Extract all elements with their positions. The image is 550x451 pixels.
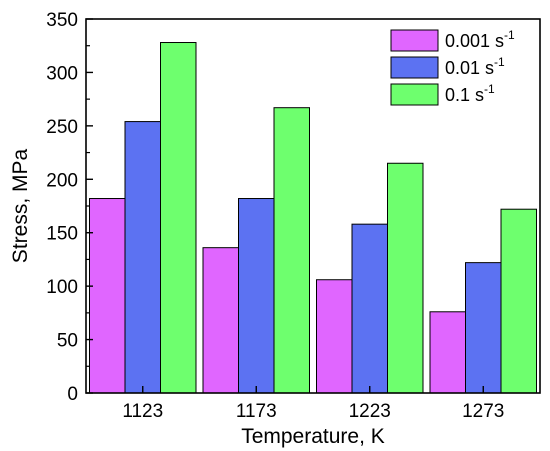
bar-1273-series-2 [500, 208, 537, 394]
bar-1223-series-1 [351, 223, 388, 394]
bar-1123-series-2 [160, 42, 197, 394]
legend-label-1: 0.01 s-1 [445, 55, 505, 78]
legend-label-0: 0.001 s-1 [445, 28, 515, 51]
legend-swatch-2 [390, 83, 439, 106]
bar-1223-series-2 [387, 162, 424, 394]
y-tick-label: 300 [46, 63, 78, 84]
legend-swatch-1 [390, 56, 439, 79]
legend-swatch-0 [390, 29, 439, 52]
x-tick-label: 1123 [122, 401, 163, 422]
bars-group [89, 42, 537, 394]
bar-1173-series-0 [202, 247, 239, 394]
y-axis-title: Stress, MPa [9, 149, 32, 264]
legend-label-2: 0.1 s-1 [445, 82, 495, 105]
bar-1123-series-1 [124, 121, 161, 394]
y-tick-label: 0 [67, 384, 78, 405]
bar-1123-series-0 [89, 198, 126, 394]
legend: 0.001 s-1 0.01 s-1 0.1 s-1 [390, 28, 515, 106]
x-tick-label: 1273 [462, 401, 504, 422]
x-tick-label: 1173 [236, 401, 277, 422]
y-tick-label: 200 [46, 170, 78, 191]
axis-ticks: 0 50 100 150 200 250 300 350 1123 1173 1223 1273 [46, 10, 504, 422]
bar-1273-series-1 [465, 262, 502, 394]
y-tick-label: 350 [46, 10, 78, 31]
y-tick-label: 150 [46, 224, 78, 245]
bar-1273-series-0 [429, 311, 466, 394]
bar-1223-series-0 [316, 279, 353, 394]
bar-1173-series-2 [273, 107, 310, 394]
bar-1173-series-1 [238, 198, 275, 394]
x-tick-label: 1223 [349, 401, 391, 422]
y-tick-label: 50 [57, 331, 78, 352]
x-axis-title: Temperature, K [241, 425, 385, 448]
y-tick-label: 250 [46, 117, 78, 138]
y-tick-label: 100 [46, 277, 78, 298]
